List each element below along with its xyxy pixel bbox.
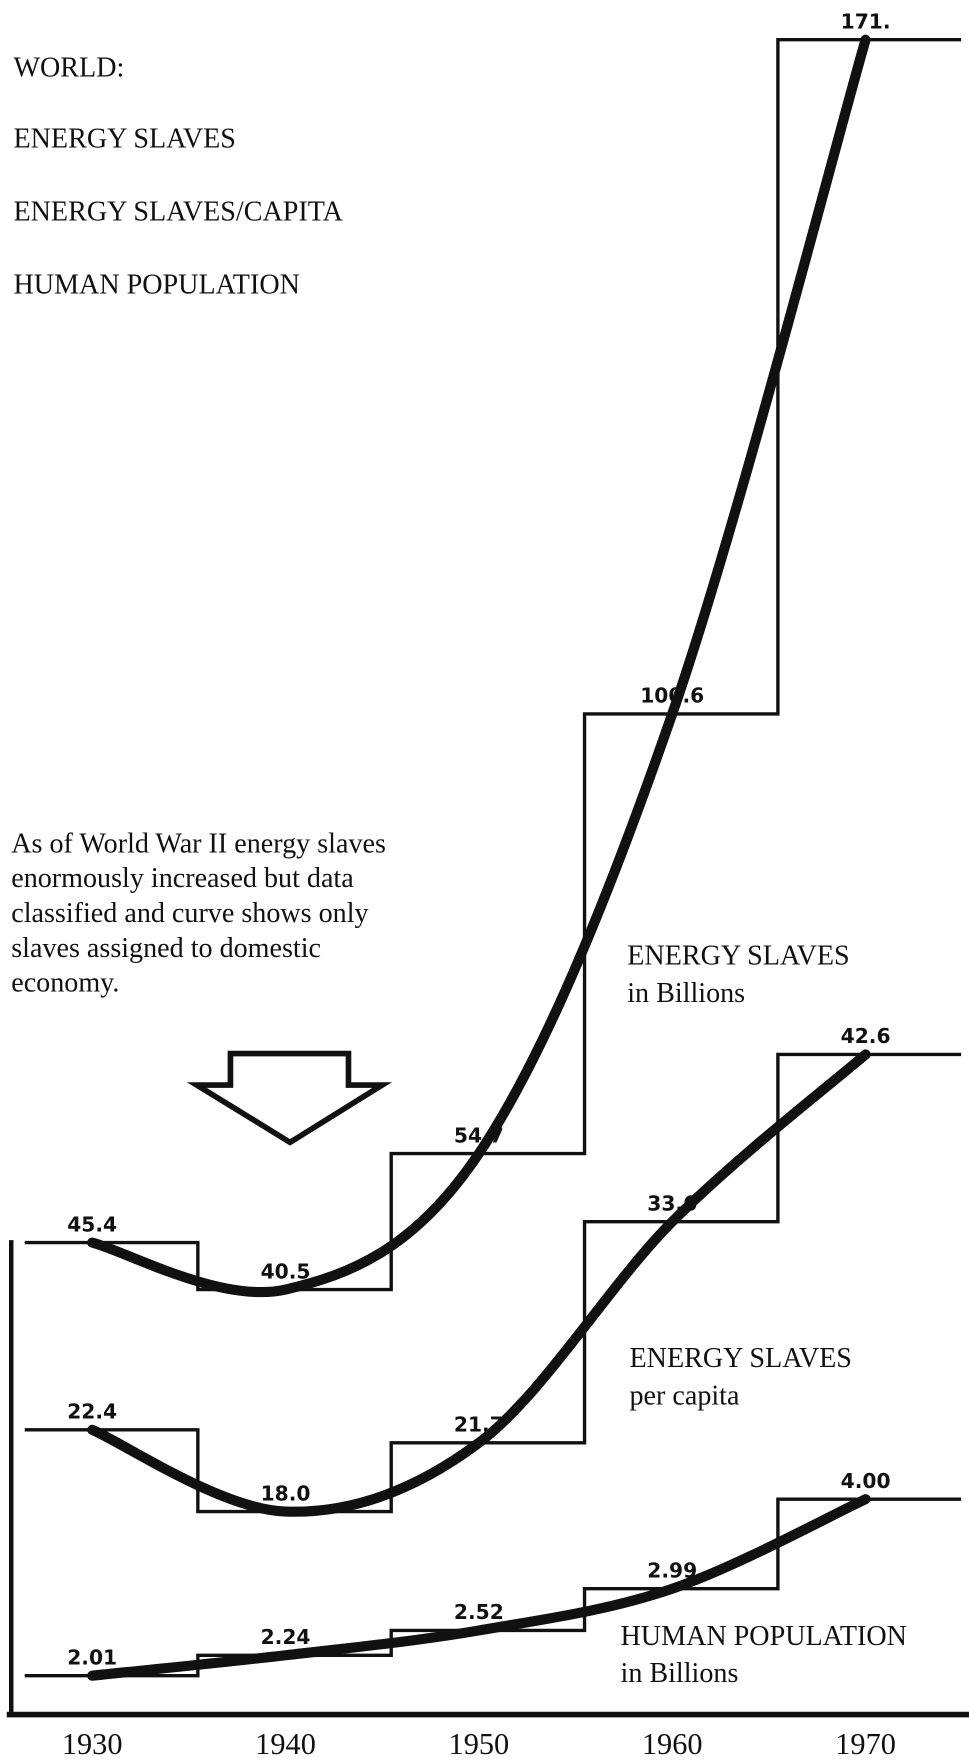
data-label: 171.	[841, 9, 891, 33]
arrow	[186, 1050, 393, 1146]
data-label: 40.5	[261, 1259, 311, 1283]
annotation: economy.	[11, 968, 119, 999]
legend-entry: ENERGY SLAVES/CAPITA	[13, 197, 343, 228]
x-tick-label: 1960	[642, 1727, 703, 1761]
series-label: per capita	[630, 1380, 740, 1411]
data-label: 2.52	[454, 1600, 504, 1624]
series-label: HUMAN POPULATION	[621, 1621, 907, 1652]
data-label: 22.4	[67, 1400, 117, 1424]
annotation: enormously increased but data	[11, 863, 354, 894]
legend-entry: ENERGY SLAVES	[13, 124, 235, 155]
legend-entry: HUMAN POPULATION	[13, 270, 299, 301]
data-label: 2.24	[261, 1625, 311, 1649]
data-label: 21.7	[454, 1413, 504, 1437]
trend-line	[87, 1494, 871, 1681]
data-label: 54.7	[454, 1123, 504, 1147]
series-label: ENERGY SLAVES	[630, 1343, 852, 1374]
series-label: in Billions	[621, 1658, 739, 1689]
x-tick-label: 1950	[449, 1727, 510, 1761]
chart-title: WORLD:	[13, 53, 124, 84]
annotation: classified and curve shows only	[11, 898, 368, 929]
data-label: 42.6	[841, 1024, 891, 1048]
x-tick-label: 1970	[835, 1727, 896, 1761]
x-tick-label: 1940	[255, 1727, 316, 1761]
trend-line	[87, 34, 871, 1298]
data-label: 33.6	[647, 1191, 697, 1215]
data-label: 2.99	[647, 1558, 697, 1582]
annotation: slaves assigned to domestic	[11, 933, 321, 964]
x-tick-label: 1930	[62, 1727, 123, 1761]
data-label: 2.01	[67, 1645, 117, 1669]
data-label: 45.4	[67, 1212, 117, 1236]
annotation: As of World War II energy slaves	[11, 828, 386, 859]
data-label: 100.6	[640, 684, 704, 708]
trend-line	[87, 1049, 871, 1517]
series-label: in Billions	[627, 978, 745, 1009]
data-label: 4.00	[841, 1469, 891, 1493]
series-label: ENERGY SLAVES	[627, 941, 849, 972]
data-label: 18.0	[261, 1481, 311, 1505]
step-line	[24, 1052, 962, 1514]
